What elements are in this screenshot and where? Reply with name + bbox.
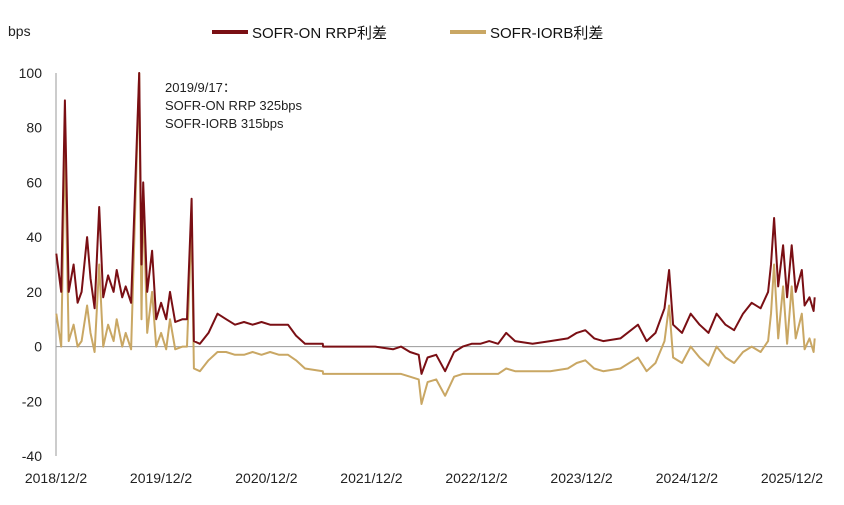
annotation-line-2: SOFR-ON RRP 325bps [165, 98, 303, 113]
y-tick-label: 100 [19, 65, 43, 81]
annotation-line-1: 2019/9/17： [165, 80, 236, 95]
x-axis-ticks: 2018/12/2 2019/12/2 2020/12/2 2021/12/2 2022… [25, 470, 823, 486]
y-tick-label: 80 [26, 120, 42, 136]
series-line-on_rrp [55, 72, 816, 375]
y-tick-label: 40 [26, 229, 42, 245]
y-tick-label: 20 [26, 284, 42, 300]
x-tick-label: 2023/12/2 [550, 470, 612, 486]
x-tick-label: 2022/12/2 [445, 470, 507, 486]
y-tick-label: -20 [22, 393, 42, 409]
y-tick-label: 60 [26, 174, 42, 190]
legend-label-on-rrp: SOFR-ON RRP利差 [252, 25, 387, 42]
y-axis-label: bps [8, 23, 31, 39]
x-tick-label: 2025/12/2 [761, 470, 823, 486]
annotation: 2019/9/17： SOFR-ON RRP 325bps SOFR-IORB … [165, 80, 303, 131]
x-tick-label: 2024/12/2 [656, 470, 718, 486]
x-tick-label: 2020/12/2 [235, 470, 297, 486]
series-line-iorb [55, 72, 816, 405]
series-group [55, 72, 816, 405]
legend-label-iorb: SOFR-IORB利差 [490, 25, 603, 42]
x-tick-label: 2021/12/2 [340, 470, 402, 486]
y-tick-label: 0 [34, 339, 42, 355]
legend: SOFR-ON RRP利差 SOFR-IORB利差 [212, 25, 603, 42]
annotation-line-3: SOFR-IORB 315bps [165, 116, 284, 131]
x-tick-label: 2019/12/2 [130, 470, 192, 486]
x-tick-label: 2018/12/2 [25, 470, 87, 486]
y-tick-label: -40 [22, 448, 42, 464]
y-axis-ticks: 100 80 60 40 20 0 -20 -40 [19, 65, 43, 464]
